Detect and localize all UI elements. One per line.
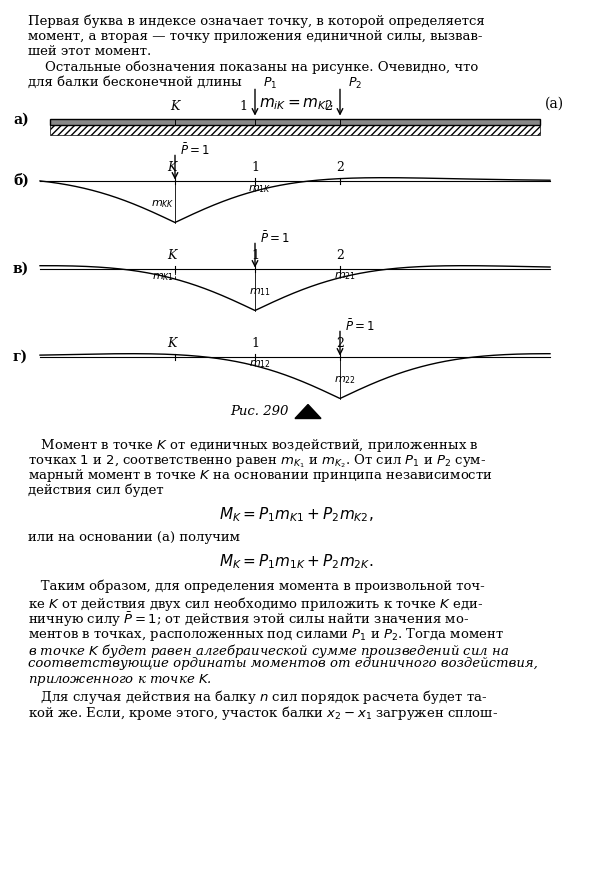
Text: для балки бесконечной длины: для балки бесконечной длины bbox=[28, 76, 242, 89]
Text: K: K bbox=[167, 337, 177, 349]
Bar bbox=[50, 118, 540, 125]
Text: K: K bbox=[170, 100, 180, 113]
Text: $\bar{P}=1$: $\bar{P}=1$ bbox=[180, 143, 210, 158]
Text: ке $K$ от действия двух сил необходимо приложить к точке $K$ еди-: ке $K$ от действия двух сил необходимо п… bbox=[28, 595, 483, 613]
Text: точках $1$ и $2$, соответственно равен $m_{K_1}$ и $m_{K_2}$. От сил $P_1$ и $P_: точках $1$ и $2$, соответственно равен $… bbox=[28, 452, 486, 469]
Polygon shape bbox=[295, 405, 321, 418]
Text: 1: 1 bbox=[251, 249, 259, 261]
Text: 2: 2 bbox=[336, 161, 344, 174]
Text: Таким образом, для определения момента в произвольной точ-: Таким образом, для определения момента в… bbox=[28, 579, 485, 593]
Text: кой же. Если, кроме этого, участок балки $x_2 - x_1$ загружен сплош-: кой же. Если, кроме этого, участок балки… bbox=[28, 704, 498, 721]
Text: действия сил будет: действия сил будет bbox=[28, 483, 164, 497]
Text: ментов в точках, расположенных под силами $P_1$ и $P_2$. Тогда момент: ментов в точках, расположенных под силам… bbox=[28, 626, 504, 643]
Text: $m_{11}$: $m_{11}$ bbox=[249, 287, 271, 298]
Text: Момент в точке $K$ от единичных воздействий, приложенных в: Момент в точке $K$ от единичных воздейст… bbox=[28, 437, 479, 453]
Text: Первая буква в индексе означает точку, в которой определяется: Первая буква в индексе означает точку, в… bbox=[28, 14, 485, 27]
Text: $m_{12}$: $m_{12}$ bbox=[249, 358, 271, 370]
Text: (a): (a) bbox=[545, 96, 564, 110]
Text: марный момент в точке $K$ на основании принципа независимости: марный момент в точке $K$ на основании п… bbox=[28, 467, 493, 484]
Text: $\bar{P}=1$: $\bar{P}=1$ bbox=[345, 318, 375, 334]
Text: $m_{22}$: $m_{22}$ bbox=[334, 375, 356, 386]
Text: $m_{KK}$: $m_{KK}$ bbox=[151, 198, 175, 211]
Text: $M_K = P_1 m_{K1} + P_2 m_{K2},$: $M_K = P_1 m_{K1} + P_2 m_{K2},$ bbox=[219, 505, 374, 524]
Bar bbox=[50, 125, 540, 135]
Text: $P_2$: $P_2$ bbox=[348, 76, 362, 91]
Text: 1: 1 bbox=[239, 100, 247, 113]
Text: момент, а вторая — точку приложения единичной силы, вызвав-: момент, а вторая — точку приложения един… bbox=[28, 29, 482, 42]
Text: 2: 2 bbox=[336, 337, 344, 349]
Text: соответствующие ординаты моментов от единичного воздействия,: соответствующие ординаты моментов от еди… bbox=[28, 657, 538, 670]
Text: г): г) bbox=[13, 349, 28, 363]
Text: K: K bbox=[167, 161, 177, 174]
Text: шей этот момент.: шей этот момент. bbox=[28, 45, 151, 58]
Text: 1: 1 bbox=[251, 161, 259, 174]
Text: Рис. 290: Рис. 290 bbox=[230, 405, 288, 418]
Text: в): в) bbox=[13, 261, 29, 275]
Text: Остальные обозначения показаны на рисунке. Очевидно, что: Остальные обозначения показаны на рисунк… bbox=[28, 61, 478, 74]
Text: в точке $K$ будет равен алгебраической сумме произведений сил на: в точке $K$ будет равен алгебраической с… bbox=[28, 641, 509, 660]
Text: K: K bbox=[167, 249, 177, 261]
Text: $M_K = P_1 m_{1K} + P_2 m_{2K}.$: $M_K = P_1 m_{1K} + P_2 m_{2K}.$ bbox=[219, 552, 373, 572]
Text: $P_1$: $P_1$ bbox=[263, 76, 277, 91]
Text: $m_{21}$: $m_{21}$ bbox=[334, 270, 356, 282]
Text: 1: 1 bbox=[251, 337, 259, 349]
Text: ничную силу $\bar{P} = 1$; от действия этой силы найти значения мо-: ничную силу $\bar{P} = 1$; от действия э… bbox=[28, 610, 469, 629]
Text: $m_{1K}$: $m_{1K}$ bbox=[248, 183, 272, 195]
Text: б): б) bbox=[13, 174, 29, 188]
Text: $m_{iK} = m_{Ki}$.: $m_{iK} = m_{Ki}$. bbox=[259, 96, 333, 112]
Text: $\bar{P}=1$: $\bar{P}=1$ bbox=[260, 231, 290, 246]
Text: приложенного к точке $K$.: приложенного к точке $K$. bbox=[28, 672, 212, 689]
Text: 2: 2 bbox=[336, 249, 344, 261]
Text: или на основании (а) получим: или на основании (а) получим bbox=[28, 530, 240, 543]
Text: Для случая действия на балку $n$ сил порядок расчета будет та-: Для случая действия на балку $n$ сил пор… bbox=[28, 688, 488, 706]
Text: а): а) bbox=[13, 113, 29, 126]
Text: $m_{K1}$: $m_{K1}$ bbox=[152, 271, 174, 282]
Text: 2: 2 bbox=[324, 100, 332, 113]
